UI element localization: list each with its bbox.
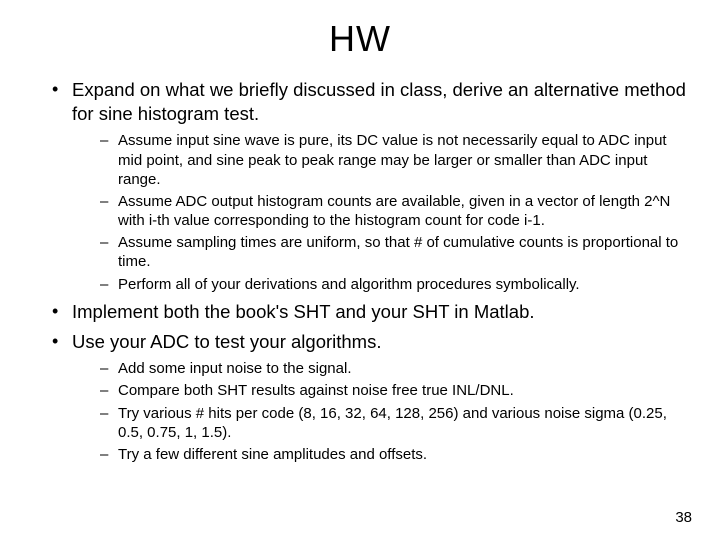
bullet-item: Implement both the book's SHT and your S… — [52, 300, 692, 324]
sub-item: Compare both SHT results against noise f… — [100, 381, 692, 400]
bullet-item: Expand on what we briefly discussed in c… — [52, 78, 692, 294]
sub-list: Add some input noise to the signal. Comp… — [72, 359, 692, 464]
sub-item: Assume input sine wave is pure, its DC v… — [100, 131, 692, 189]
slide-title: HW — [28, 18, 692, 60]
sub-list: Assume input sine wave is pure, its DC v… — [72, 131, 692, 294]
slide: HW Expand on what we briefly discussed i… — [0, 0, 720, 540]
sub-item: Assume ADC output histogram counts are a… — [100, 192, 692, 230]
sub-item: Assume sampling times are uniform, so th… — [100, 233, 692, 271]
page-number: 38 — [675, 509, 692, 526]
bullet-list: Expand on what we briefly discussed in c… — [28, 78, 692, 464]
sub-item: Perform all of your derivations and algo… — [100, 275, 692, 294]
sub-item: Try a few different sine amplitudes and … — [100, 445, 692, 464]
bullet-text: Expand on what we briefly discussed in c… — [72, 79, 686, 124]
bullet-text: Use your ADC to test your algorithms. — [72, 331, 381, 352]
bullet-text: Implement both the book's SHT and your S… — [72, 301, 535, 322]
bullet-item: Use your ADC to test your algorithms. Ad… — [52, 330, 692, 465]
sub-item: Add some input noise to the signal. — [100, 359, 692, 378]
sub-item: Try various # hits per code (8, 16, 32, … — [100, 404, 692, 442]
